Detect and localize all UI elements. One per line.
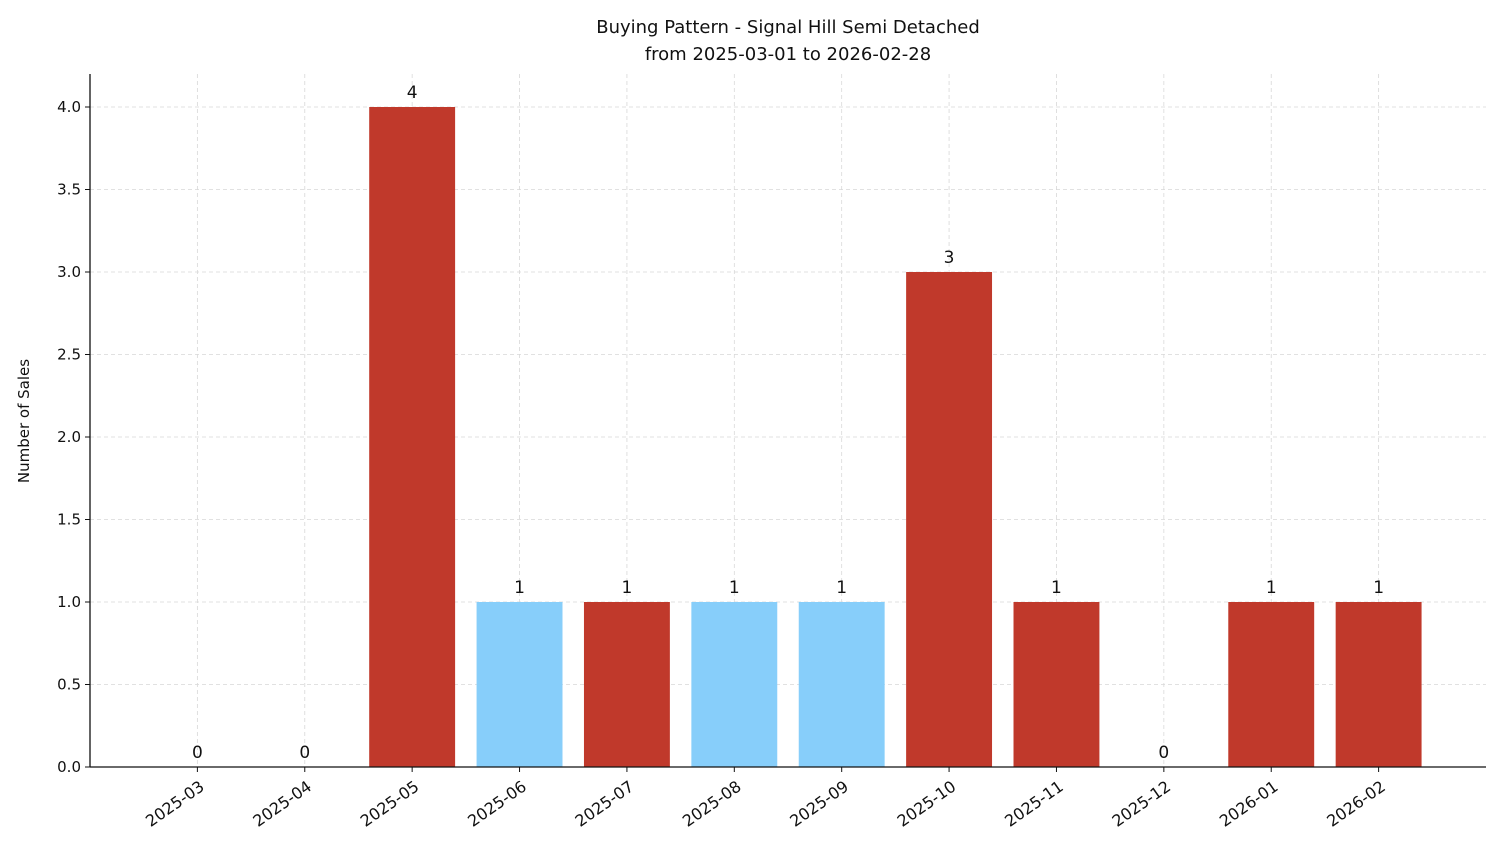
bar (1335, 602, 1422, 767)
y-tick-label: 1.5 (57, 511, 81, 529)
value-label: 1 (1051, 578, 1062, 598)
value-label: 1 (622, 578, 633, 598)
x-tick-label: 2025-08 (679, 777, 745, 831)
value-label: 1 (836, 578, 847, 598)
bar (906, 272, 993, 767)
value-label: 1 (1266, 578, 1277, 598)
x-tick-label: 2025-05 (357, 777, 423, 831)
value-label: 4 (407, 83, 418, 103)
x-tick-label: 2025-11 (1001, 777, 1067, 831)
value-label: 0 (192, 743, 203, 763)
x-tick-label: 2025-09 (786, 777, 852, 831)
bar (1013, 602, 1100, 767)
y-tick-label: 3.0 (57, 263, 81, 281)
bar (476, 602, 563, 767)
y-axis-label: Number of Sales (15, 359, 33, 483)
y-tick-label: 0.0 (57, 758, 81, 776)
x-tick-label: 2026-01 (1216, 777, 1282, 831)
bar (1228, 602, 1315, 767)
y-tick-label: 2.0 (57, 428, 81, 446)
x-tick-label: 2026-02 (1323, 777, 1389, 831)
value-label: 1 (514, 578, 525, 598)
y-tick-label: 0.5 (57, 676, 81, 694)
value-label: 3 (944, 248, 955, 268)
bar (369, 107, 456, 767)
y-tick-label: 3.5 (57, 181, 81, 199)
x-tick-label: 2025-06 (464, 777, 530, 831)
value-label: 0 (1158, 743, 1169, 763)
x-tick-label: 2025-03 (142, 777, 208, 831)
bar (798, 602, 885, 767)
y-tick-label: 4.0 (57, 98, 81, 116)
value-label: 0 (299, 743, 310, 763)
value-label: 1 (1373, 578, 1384, 598)
value-label: 1 (729, 578, 740, 598)
y-tick-label: 1.0 (57, 593, 81, 611)
x-tick-label: 2025-04 (249, 777, 315, 831)
x-tick-label: 2025-10 (894, 777, 960, 831)
bar (691, 602, 778, 767)
chart-title: Buying Pattern - Signal Hill Semi Detach… (596, 17, 980, 38)
x-tick-label: 2025-12 (1108, 777, 1174, 831)
x-tick-label: 2025-07 (572, 777, 638, 831)
bar (583, 602, 670, 767)
y-tick-label: 2.5 (57, 346, 81, 364)
chart-subtitle: from 2025-03-01 to 2026-02-28 (645, 44, 931, 65)
